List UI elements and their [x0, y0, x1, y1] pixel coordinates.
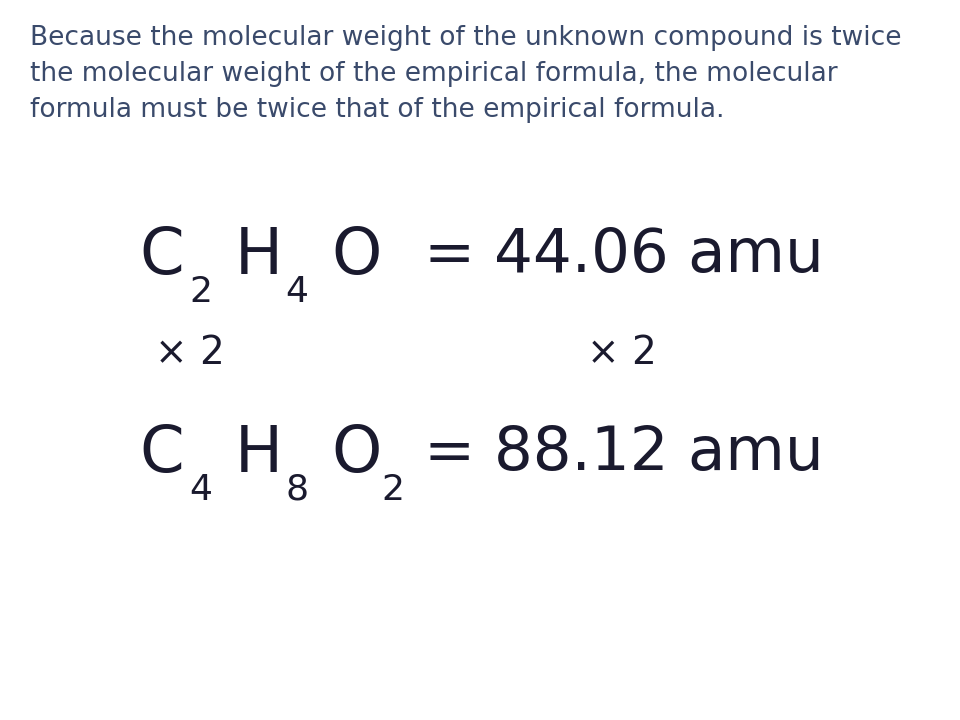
Text: 4: 4 — [189, 472, 212, 507]
Text: 2: 2 — [381, 472, 404, 507]
Text: C: C — [139, 423, 183, 485]
Text: 8: 8 — [285, 472, 308, 507]
Text: × 2: × 2 — [156, 334, 225, 372]
Text: × 2: × 2 — [588, 334, 657, 372]
Text: H: H — [235, 225, 283, 287]
Text: O: O — [331, 225, 381, 287]
Text: 88.12 amu: 88.12 amu — [494, 424, 824, 483]
Text: O: O — [331, 423, 381, 485]
Text: 2: 2 — [189, 274, 212, 309]
Text: Because the molecular weight of the unknown compound is twice
the molecular weig: Because the molecular weight of the unkn… — [30, 25, 901, 123]
Text: 4: 4 — [285, 274, 308, 309]
Text: H: H — [235, 423, 283, 485]
Text: 44.06 amu: 44.06 amu — [494, 226, 824, 285]
Text: =: = — [423, 424, 475, 483]
Text: C: C — [139, 225, 183, 287]
Text: =: = — [423, 226, 475, 285]
